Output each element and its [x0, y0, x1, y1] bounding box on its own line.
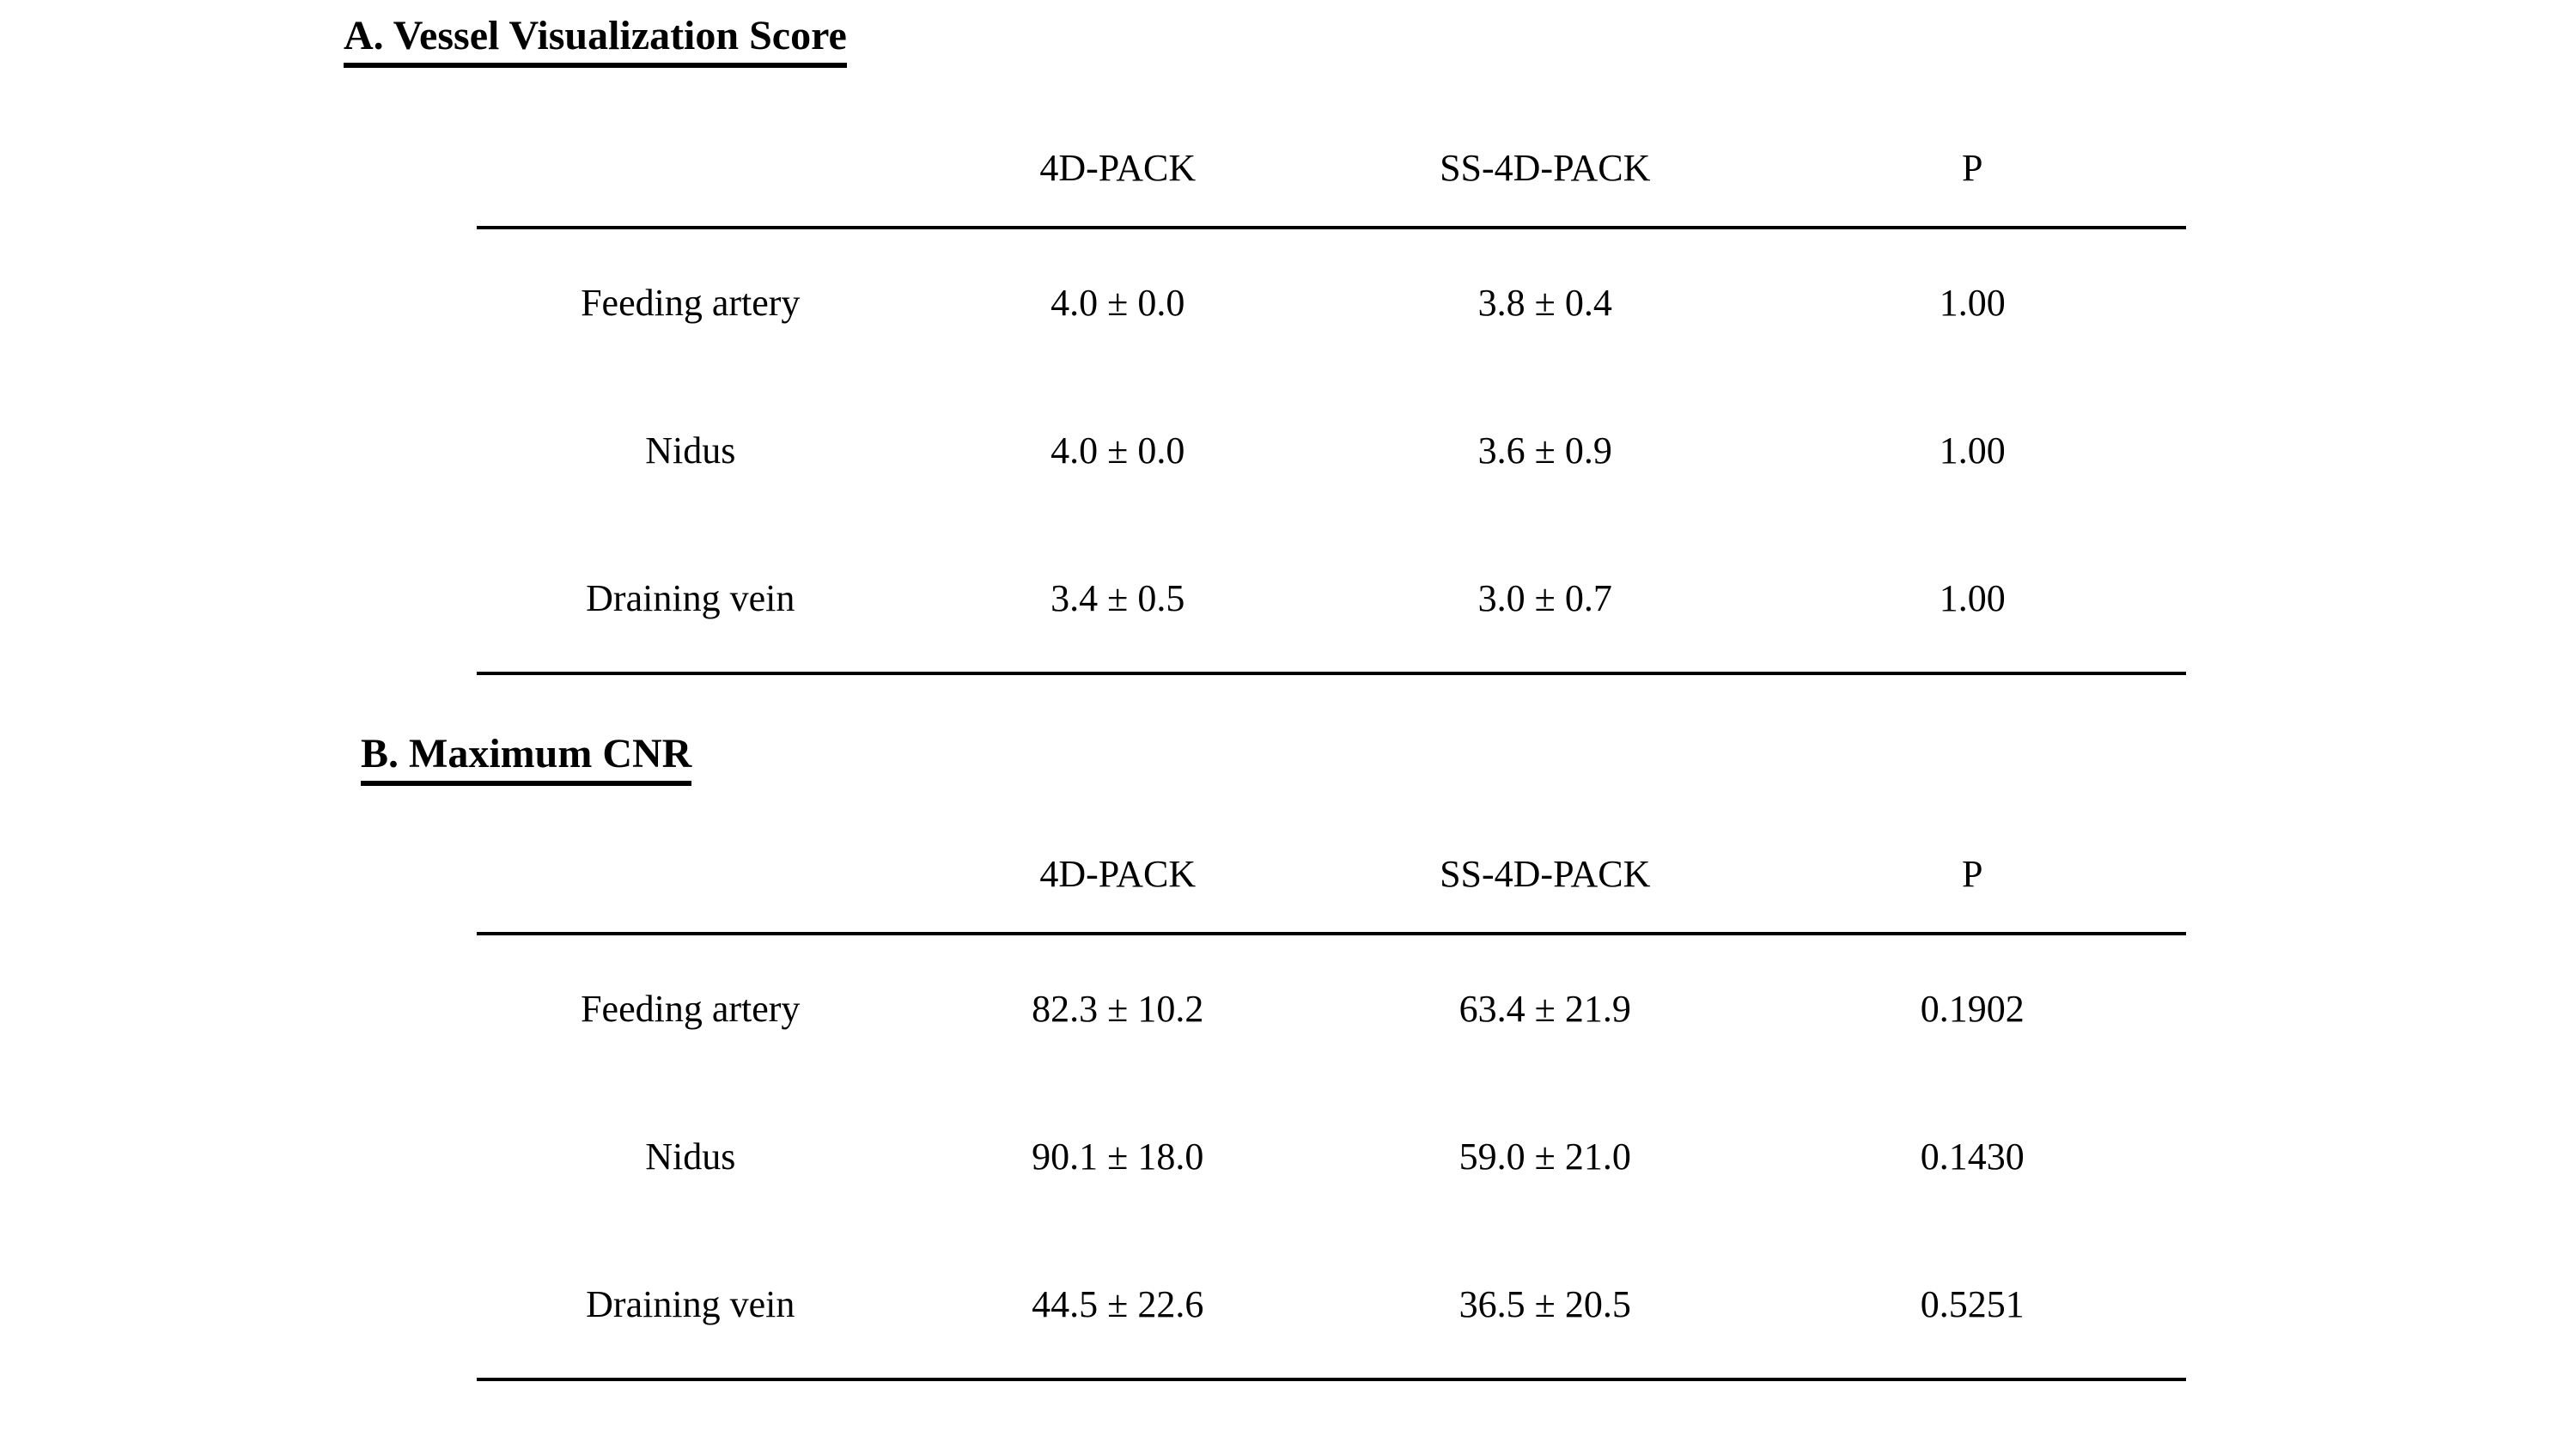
section-b-title: B. Maximum CNR: [361, 731, 692, 786]
table-b-header-4d-pack: 4D-PACK: [904, 816, 1331, 935]
table-a-header-empty: [477, 110, 904, 229]
cell-p-value: 1.00: [1758, 525, 2186, 675]
table-a-header-4d-pack: 4D-PACK: [904, 110, 1331, 229]
row-label: Feeding artery: [581, 282, 801, 324]
section-a-title: A. Vessel Visualization Score: [344, 13, 847, 68]
cell-value: 36.5 ± 20.5: [1331, 1231, 1759, 1381]
cell-p-value: 1.00: [1939, 429, 2006, 472]
cell-p-value: 0.1430: [1920, 1135, 2025, 1178]
table-row-nidus: Nidus 4.0 ± 0.0 3.6 ± 0.9 1.00: [477, 376, 2186, 525]
cell-value: 4.0 ± 0.0: [1050, 429, 1185, 472]
table-b-header-row: 4D-PACK SS-4D-PACK P: [477, 816, 2186, 935]
cell-value: 63.4 ± 21.9: [1459, 988, 1631, 1030]
cell-p-value: 0.5251: [1758, 1231, 2186, 1381]
section-a-title-text: A. Vessel Visualization Score: [344, 13, 847, 68]
table-a-header-ss-4d-pack: SS-4D-PACK: [1331, 110, 1759, 229]
table-b-header-ss-4d-pack: SS-4D-PACK: [1331, 816, 1759, 935]
table-a-header-row: 4D-PACK SS-4D-PACK P: [477, 110, 2186, 229]
cell-value: 3.6 ± 0.9: [1477, 429, 1612, 472]
table-a-header-p: P: [1758, 110, 2186, 229]
row-label: Nidus: [645, 429, 736, 472]
cell-value: 4.0 ± 0.0: [1050, 282, 1185, 324]
table-row-nidus: Nidus 90.1 ± 18.0 59.0 ± 21.0 0.1430: [477, 1082, 2186, 1231]
table-row-feeding-artery: Feeding artery 4.0 ± 0.0 3.8 ± 0.4 1.00: [477, 228, 2186, 376]
row-label: Nidus: [645, 1135, 736, 1178]
table-vessel-visualization-score: 4D-PACK SS-4D-PACK P Feeding artery 4.0 …: [477, 110, 2186, 675]
cell-value: 3.4 ± 0.5: [904, 525, 1331, 675]
table-row-draining-vein: Draining vein 44.5 ± 22.6 36.5 ± 20.5 0.…: [477, 1231, 2186, 1381]
row-label: Draining vein: [477, 525, 904, 675]
cell-value: 90.1 ± 18.0: [1032, 1135, 1204, 1178]
cell-p-value: 1.00: [1939, 282, 2006, 324]
table-maximum-cnr: 4D-PACK SS-4D-PACK P Feeding artery 82.3…: [477, 816, 2186, 1381]
table-b-header-p: P: [1758, 816, 2186, 935]
section-b-title-text: B. Maximum CNR: [361, 731, 692, 786]
cell-value: 44.5 ± 22.6: [904, 1231, 1331, 1381]
cell-value: 82.3 ± 10.2: [1032, 988, 1204, 1030]
row-label: Draining vein: [477, 1231, 904, 1381]
cell-value: 59.0 ± 21.0: [1459, 1135, 1631, 1178]
row-label: Feeding artery: [581, 988, 801, 1030]
cell-value: 3.0 ± 0.7: [1331, 525, 1759, 675]
cell-p-value: 0.1902: [1920, 988, 2025, 1030]
table-row-draining-vein: Draining vein 3.4 ± 0.5 3.0 ± 0.7 1.00: [477, 525, 2186, 675]
cell-value: 3.8 ± 0.4: [1477, 282, 1612, 324]
table-b-header-empty: [477, 816, 904, 935]
table-row-feeding-artery: Feeding artery 82.3 ± 10.2 63.4 ± 21.9 0…: [477, 934, 2186, 1082]
